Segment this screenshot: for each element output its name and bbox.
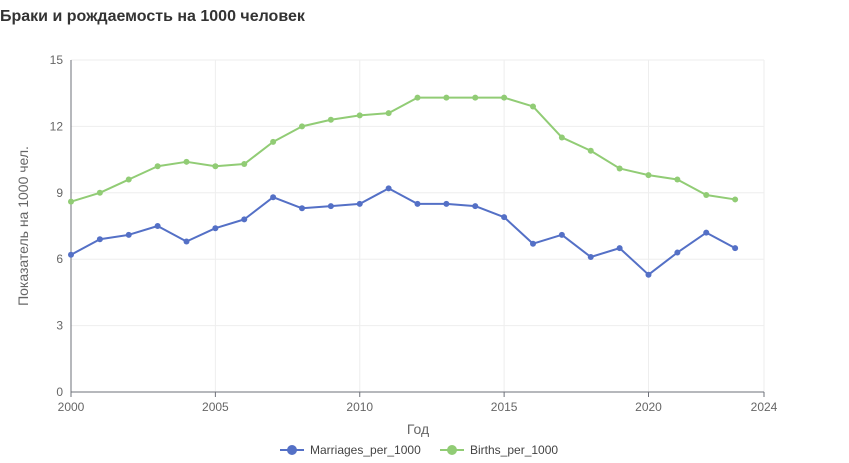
data-point-Births_per_1000[interactable] bbox=[674, 176, 681, 183]
data-point-Births_per_1000[interactable] bbox=[472, 94, 479, 101]
data-point-Marriages_per_1000[interactable] bbox=[212, 225, 219, 232]
data-point-Marriages_per_1000[interactable] bbox=[183, 238, 190, 245]
data-point-Marriages_per_1000[interactable] bbox=[154, 223, 161, 229]
data-point-Births_per_1000[interactable] bbox=[212, 163, 219, 170]
data-point-Births_per_1000[interactable] bbox=[414, 94, 421, 101]
chart-title: Браки и рождаемость на 1000 человек bbox=[0, 8, 305, 25]
series-line-Marriages_per_1000 bbox=[70, 187, 736, 276]
y-tick-label: 12 bbox=[50, 119, 64, 133]
data-point-Births_per_1000[interactable] bbox=[299, 123, 305, 130]
data-point-Births_per_1000[interactable] bbox=[68, 198, 74, 205]
data-point-Marriages_per_1000[interactable] bbox=[703, 229, 710, 236]
data-point-Births_per_1000[interactable] bbox=[241, 161, 248, 168]
data-point-Marriages_per_1000[interactable] bbox=[587, 253, 594, 260]
data-point-Marriages_per_1000[interactable] bbox=[443, 200, 450, 207]
series-group bbox=[68, 94, 739, 278]
data-point-Births_per_1000[interactable] bbox=[616, 165, 623, 172]
y-tick-label: 15 bbox=[50, 53, 64, 67]
legend-label: Marriages_per_1000 bbox=[310, 443, 421, 457]
x-tick-label: 2024 bbox=[751, 400, 778, 414]
x-tick-label: 2000 bbox=[58, 400, 85, 414]
data-point-Births_per_1000[interactable] bbox=[154, 163, 161, 170]
y-axis-title: Показатель на 1000 чел. bbox=[15, 146, 31, 306]
y-tick-label: 0 bbox=[56, 385, 63, 399]
data-point-Births_per_1000[interactable] bbox=[558, 134, 565, 141]
data-point-Marriages_per_1000[interactable] bbox=[241, 216, 248, 223]
data-point-Marriages_per_1000[interactable] bbox=[270, 194, 277, 201]
x-tick-label: 2020 bbox=[635, 400, 662, 414]
data-point-Births_per_1000[interactable] bbox=[501, 94, 508, 101]
legend-item-Births_per_1000[interactable]: Births_per_1000 bbox=[440, 443, 558, 457]
series-line-Births_per_1000 bbox=[70, 96, 736, 203]
data-point-Births_per_1000[interactable] bbox=[587, 147, 594, 154]
data-point-Births_per_1000[interactable] bbox=[443, 94, 450, 101]
grid-lines bbox=[70, 59, 765, 393]
legend-item-Marriages_per_1000[interactable]: Marriages_per_1000 bbox=[280, 443, 421, 457]
data-point-Marriages_per_1000[interactable] bbox=[472, 203, 479, 210]
x-tick-label: 2015 bbox=[491, 400, 518, 414]
tick-labels: 0 3 6 9 12 15 2000 2005 2010 2015 2020 2024 bbox=[50, 53, 778, 414]
legend: Marriages_per_1000 Births_per_1000 bbox=[280, 443, 558, 457]
data-point-Marriages_per_1000[interactable] bbox=[68, 251, 74, 258]
legend-marker bbox=[287, 445, 297, 455]
data-point-Marriages_per_1000[interactable] bbox=[558, 231, 565, 238]
y-tick-label: 3 bbox=[56, 319, 63, 333]
data-point-Marriages_per_1000[interactable] bbox=[616, 245, 623, 252]
data-point-Births_per_1000[interactable] bbox=[732, 196, 739, 203]
data-point-Births_per_1000[interactable] bbox=[327, 116, 334, 123]
data-point-Marriages_per_1000[interactable] bbox=[385, 185, 392, 192]
x-tick-label: 2005 bbox=[202, 400, 229, 414]
data-point-Marriages_per_1000[interactable] bbox=[125, 231, 132, 238]
legend-marker bbox=[447, 445, 457, 455]
data-point-Births_per_1000[interactable] bbox=[385, 110, 392, 117]
data-point-Births_per_1000[interactable] bbox=[125, 176, 132, 183]
x-axis-title: Год bbox=[407, 421, 429, 437]
data-point-Marriages_per_1000[interactable] bbox=[414, 200, 421, 207]
y-tick-label: 6 bbox=[56, 252, 63, 266]
data-point-Marriages_per_1000[interactable] bbox=[530, 240, 536, 247]
y-tick-label: 9 bbox=[56, 186, 63, 200]
data-point-Births_per_1000[interactable] bbox=[530, 103, 536, 110]
data-point-Births_per_1000[interactable] bbox=[183, 158, 190, 165]
legend-label: Births_per_1000 bbox=[470, 443, 558, 457]
data-point-Marriages_per_1000[interactable] bbox=[356, 200, 363, 207]
data-point-Marriages_per_1000[interactable] bbox=[674, 249, 681, 256]
data-point-Births_per_1000[interactable] bbox=[270, 138, 277, 145]
axes bbox=[70, 60, 765, 397]
data-point-Marriages_per_1000[interactable] bbox=[327, 203, 334, 210]
data-point-Marriages_per_1000[interactable] bbox=[299, 205, 305, 212]
data-point-Marriages_per_1000[interactable] bbox=[732, 245, 739, 252]
data-point-Marriages_per_1000[interactable] bbox=[96, 236, 103, 243]
data-point-Births_per_1000[interactable] bbox=[703, 192, 710, 199]
data-point-Marriages_per_1000[interactable] bbox=[645, 271, 652, 278]
x-tick-label: 2010 bbox=[346, 400, 373, 414]
data-point-Marriages_per_1000[interactable] bbox=[501, 214, 508, 221]
data-point-Births_per_1000[interactable] bbox=[645, 172, 652, 179]
data-point-Births_per_1000[interactable] bbox=[96, 189, 103, 196]
data-point-Births_per_1000[interactable] bbox=[356, 112, 363, 119]
